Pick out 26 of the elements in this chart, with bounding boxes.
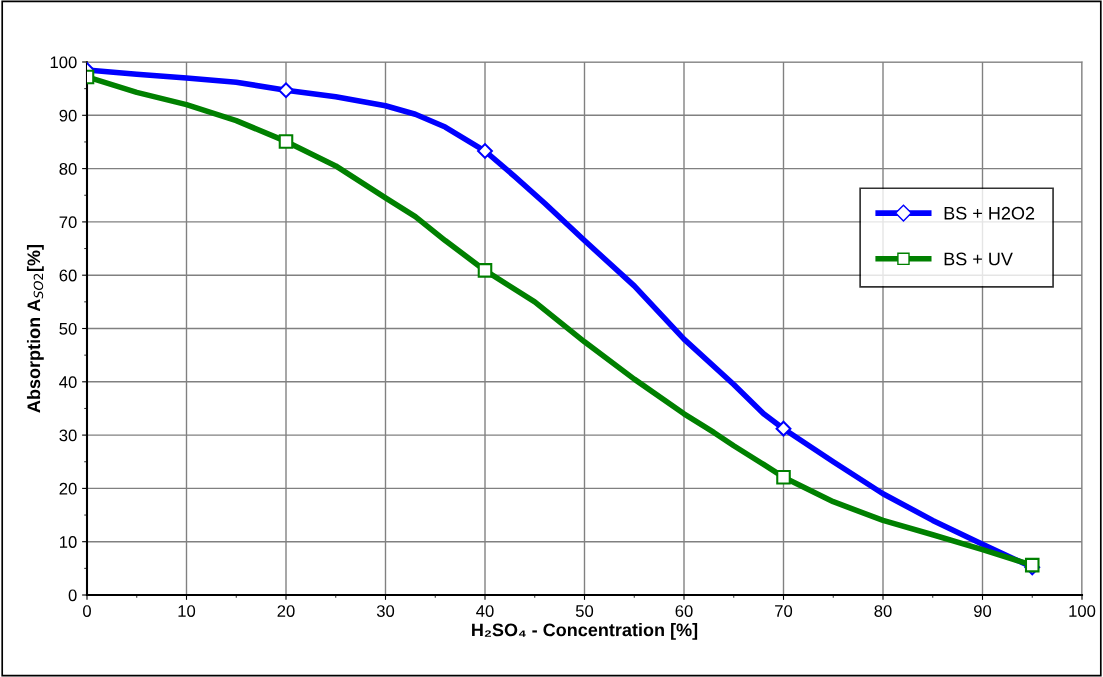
y-tick-label: 90 (59, 109, 77, 122)
legend-label: BS + UV (944, 252, 1013, 266)
x-tick-label: 70 (775, 605, 793, 617)
x-tick-label: 40 (476, 605, 494, 617)
x-axis-title: H₂SO₄ - Concentration [%] (472, 623, 698, 640)
x-tick-label: 100 (1069, 605, 1096, 617)
y-tick-label: 30 (59, 429, 77, 442)
y-tick-label: 100 (50, 56, 77, 69)
x-tick-label: 90 (974, 605, 992, 617)
x-tick-label: 60 (675, 605, 693, 617)
y-tick-label: 0 (68, 589, 77, 602)
y-tick-label: 20 (59, 482, 77, 495)
y-tick-label: 80 (59, 163, 77, 175)
y-tick-label: 70 (59, 216, 77, 229)
legend-label: BS + H2O2 (944, 206, 1035, 220)
y-tick-label: 60 (59, 269, 77, 282)
y-tick-label: 10 (60, 536, 77, 548)
x-tick-label: 50 (575, 605, 594, 617)
x-tick-label: 10 (178, 605, 196, 617)
y-tick-label: 50 (59, 322, 77, 335)
x-tick-label: 0 (83, 605, 91, 617)
x-tick-label: 80 (874, 605, 892, 617)
x-tick-label: 20 (277, 605, 295, 617)
y-tick-label: 40 (59, 376, 77, 388)
y-axis-title: Absorption A$_{SO2}$[%] (26, 245, 44, 413)
x-tick-label: 30 (376, 605, 395, 617)
